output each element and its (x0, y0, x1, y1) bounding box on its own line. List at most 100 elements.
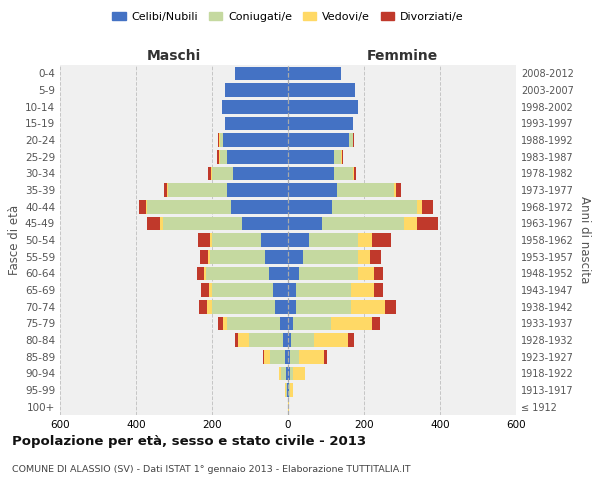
Bar (287, 383, 288, 397)
Bar (210, 233, 212, 247)
Bar (279, 366, 281, 380)
Y-axis label: Anni di nascita: Anni di nascita (578, 196, 591, 284)
Bar (210, 250, 265, 264)
Bar (200, 283, 209, 297)
Bar (275, 300, 288, 314)
Bar (358, 266, 373, 280)
Bar (353, 166, 354, 180)
Bar (242, 216, 288, 230)
Bar (314, 333, 348, 347)
Bar (334, 166, 353, 180)
Text: Popolazione per età, sesso e stato civile - 2013: Popolazione per età, sesso e stato civil… (12, 435, 366, 448)
Bar (148, 200, 231, 213)
Bar (288, 216, 322, 230)
Bar (373, 266, 383, 280)
Bar (293, 316, 331, 330)
Bar (341, 150, 342, 164)
Bar (270, 350, 285, 364)
Bar (164, 183, 167, 197)
Bar (303, 250, 358, 264)
Bar (288, 283, 296, 297)
Bar (299, 350, 324, 364)
Bar (385, 300, 396, 314)
Bar (265, 250, 288, 264)
Bar (350, 300, 385, 314)
Bar (288, 166, 334, 180)
Bar (223, 316, 227, 330)
Text: COMUNE DI ALASSIO (SV) - Dati ISTAT 1° gennaio 2013 - Elaborazione TUTTITALIA.IT: COMUNE DI ALASSIO (SV) - Dati ISTAT 1° g… (12, 465, 410, 474)
Bar (273, 283, 288, 297)
Bar (293, 366, 305, 380)
Bar (212, 233, 262, 247)
Bar (288, 333, 291, 347)
Bar (206, 266, 269, 280)
Bar (148, 216, 160, 230)
Bar (227, 150, 288, 164)
Bar (227, 316, 280, 330)
Bar (353, 133, 354, 147)
Bar (288, 116, 353, 130)
Bar (227, 183, 288, 197)
Bar (324, 350, 327, 364)
Bar (288, 300, 296, 314)
Bar (371, 233, 391, 247)
Bar (286, 383, 287, 397)
Bar (358, 233, 371, 247)
Bar (397, 183, 401, 197)
Bar (219, 133, 220, 147)
Bar (417, 200, 422, 213)
Bar (352, 283, 374, 297)
Bar (289, 383, 290, 397)
Bar (288, 350, 290, 364)
Bar (212, 300, 275, 314)
Bar (269, 266, 288, 280)
Bar (404, 216, 417, 230)
Bar (168, 183, 227, 197)
Bar (217, 150, 219, 164)
Bar (354, 166, 356, 180)
Bar (198, 233, 210, 247)
Bar (218, 133, 219, 147)
Bar (285, 350, 288, 364)
Bar (288, 250, 303, 264)
Bar (220, 150, 227, 164)
Bar (334, 150, 341, 164)
Bar (288, 150, 334, 164)
Bar (288, 316, 293, 330)
Bar (337, 183, 394, 197)
Bar (233, 166, 288, 180)
Text: Maschi: Maschi (147, 48, 201, 62)
Bar (263, 350, 264, 364)
Bar (262, 233, 288, 247)
Bar (299, 266, 358, 280)
Bar (370, 250, 381, 264)
Bar (208, 166, 211, 180)
Bar (288, 200, 332, 213)
Bar (290, 350, 299, 364)
Y-axis label: Fasce di età: Fasce di età (8, 205, 21, 275)
Bar (288, 233, 309, 247)
Bar (331, 316, 373, 330)
Bar (220, 133, 223, 147)
Bar (197, 266, 205, 280)
Bar (208, 300, 212, 314)
Bar (285, 383, 286, 397)
Bar (309, 233, 358, 247)
Bar (218, 316, 223, 330)
Bar (288, 183, 337, 197)
Bar (288, 83, 355, 97)
Bar (286, 366, 288, 380)
Bar (167, 183, 168, 197)
Bar (212, 166, 233, 180)
Bar (231, 200, 288, 213)
Bar (290, 366, 293, 380)
Bar (264, 350, 270, 364)
Bar (288, 100, 358, 114)
Bar (238, 333, 249, 347)
Text: Femmine: Femmine (367, 48, 437, 62)
Bar (342, 150, 343, 164)
Bar (219, 150, 220, 164)
Bar (199, 300, 208, 314)
Bar (296, 300, 351, 314)
Bar (422, 200, 433, 213)
